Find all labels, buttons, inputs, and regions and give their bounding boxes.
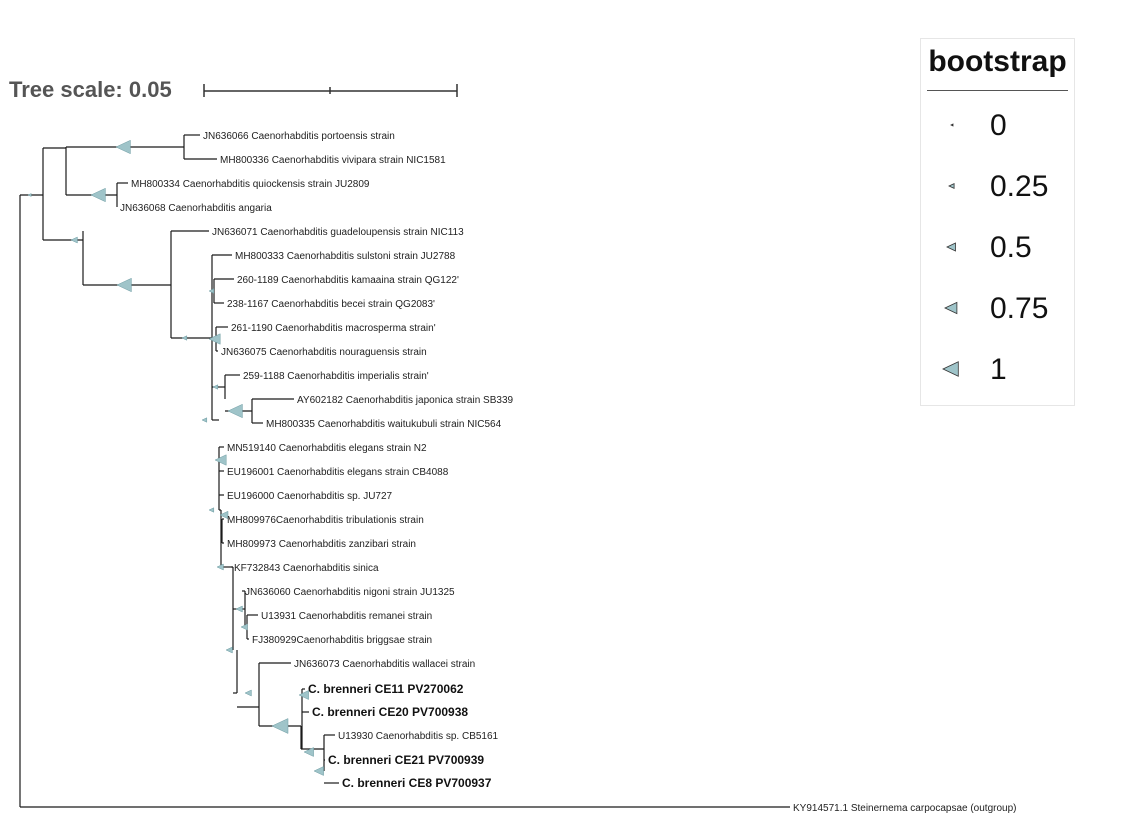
legend-item-3: 0.75 xyxy=(921,288,1074,328)
bootstrap-marker xyxy=(235,605,243,613)
taxon-label: 259-1188 Caenorhabditis imperialis strai… xyxy=(243,371,429,382)
taxon-label: JN636073 Caenorhabditis wallacei strain xyxy=(294,659,475,670)
legend-item-4: 1 xyxy=(921,349,1074,389)
bootstrap-marker xyxy=(208,288,215,294)
bootstrap-marker xyxy=(208,507,215,513)
taxon-label: MN519140 Caenorhabditis elegans strain N… xyxy=(227,443,427,454)
bootstrap-marker xyxy=(219,510,229,520)
bootstrap-marker xyxy=(214,454,227,466)
bootstrap-marker xyxy=(227,403,243,419)
taxon-label: 260-1189 Caenorhabditis kamaaina strain … xyxy=(237,275,459,286)
legend-item-label: 0.25 xyxy=(990,170,1049,203)
legend-item-label: 0 xyxy=(990,109,1007,142)
taxon-label: JN636068 Caenorhabditis angaria xyxy=(120,203,272,214)
taxon-label: JN636075 Caenorhabditis nouraguensis str… xyxy=(221,347,427,358)
legend-title: bootstrap xyxy=(928,45,1067,78)
taxon-label: C. brenneri CE11 PV270062 xyxy=(308,682,464,696)
bootstrap-marker xyxy=(313,766,324,776)
taxon-label: MH809976Caenorhabditis tribulationis str… xyxy=(227,515,424,526)
taxon-label: C. brenneri CE20 PV700938 xyxy=(312,705,468,719)
bootstrap-marker-icon xyxy=(944,301,958,315)
taxon-label: KY914571.1 Steinernema carpocapsae (outg… xyxy=(793,803,1016,814)
legend-item-1: 0.25 xyxy=(921,166,1074,206)
bootstrap-marker xyxy=(240,623,248,631)
taxon-label: MH809973 Caenorhabditis zanzibari strain xyxy=(227,539,416,550)
bootstrap-marker-icon xyxy=(950,123,954,127)
bootstrap-marker xyxy=(116,277,132,293)
bootstrap-marker xyxy=(225,646,233,654)
taxon-label: EU196001 Caenorhabditis elegans strain C… xyxy=(227,467,449,478)
tree-scale-bar: Tree scale: 0.05 xyxy=(9,77,458,102)
bootstrap-marker xyxy=(115,139,131,155)
taxon-label: JN636071 Caenorhabditis guadeloupensis s… xyxy=(212,227,464,238)
taxon-label: AY602182 Caenorhabditis japonica strain … xyxy=(297,395,514,406)
bootstrap-markers xyxy=(27,139,324,776)
taxon-label: MH800333 Caenorhabditis sulstoni strain … xyxy=(235,251,456,262)
taxon-label: U13930 Caenorhabditis sp. CB5161 xyxy=(338,731,499,742)
taxon-label: MH800336 Caenorhabditis vivipara strain … xyxy=(220,155,446,166)
bootstrap-marker xyxy=(303,747,314,757)
bootstrap-marker xyxy=(244,689,252,697)
bootstrap-marker xyxy=(90,187,106,203)
taxon-label: C. brenneri CE8 PV700937 xyxy=(342,776,492,790)
bootstrap-marker xyxy=(27,193,32,197)
legend-item-0: 0 xyxy=(921,105,1074,145)
taxon-label: 261-1190 Caenorhabditis macrosperma stra… xyxy=(231,323,436,334)
bootstrap-marker xyxy=(216,563,224,571)
bootstrap-marker xyxy=(298,690,309,700)
legend-item-label: 0.75 xyxy=(990,292,1049,325)
taxon-labels: JN636066 Caenorhabditis portoensis strai… xyxy=(120,131,1016,814)
bootstrap-marker-icon xyxy=(948,182,955,190)
bootstrap-marker xyxy=(70,236,78,244)
bootstrap-legend: bootstrap 0 0.25 0.5 0.75 1 xyxy=(920,38,1075,406)
legend-item-label: 0.5 xyxy=(990,231,1032,264)
legend-divider xyxy=(927,90,1068,91)
bootstrap-marker xyxy=(201,417,208,423)
taxon-label: KF732843 Caenorhabditis sinica xyxy=(234,563,379,574)
tree-scale-title: Tree scale: 0.05 xyxy=(9,77,172,102)
legend-item-label: 1 xyxy=(990,353,1007,386)
taxon-label: EU196000 Caenorhabditis sp. JU727 xyxy=(227,491,393,502)
bootstrap-marker xyxy=(212,384,219,390)
bootstrap-marker-icon xyxy=(942,361,959,377)
taxon-label: U13931 Caenorhabditis remanei strain xyxy=(261,611,432,622)
taxon-label: JN636060 Caenorhabditis nigoni strain JU… xyxy=(245,587,455,598)
bootstrap-marker xyxy=(208,333,221,345)
legend-item-2: 0.5 xyxy=(921,227,1074,267)
taxon-label: FJ380929Caenorhabditis briggsae strain xyxy=(252,635,432,646)
bootstrap-marker xyxy=(181,335,188,341)
taxon-label: MH800334 Caenorhabditis quiockensis stra… xyxy=(131,179,370,190)
taxon-label: JN636066 Caenorhabditis portoensis strai… xyxy=(203,131,395,142)
bootstrap-marker-icon xyxy=(946,242,956,252)
taxon-label: C. brenneri CE21 PV700939 xyxy=(328,753,484,767)
taxon-label: 238-1167 Caenorhabditis becei strain QG2… xyxy=(227,299,435,310)
bootstrap-marker xyxy=(271,718,289,734)
taxon-label: MH800335 Caenorhabditis waitukubuli stra… xyxy=(266,419,502,430)
